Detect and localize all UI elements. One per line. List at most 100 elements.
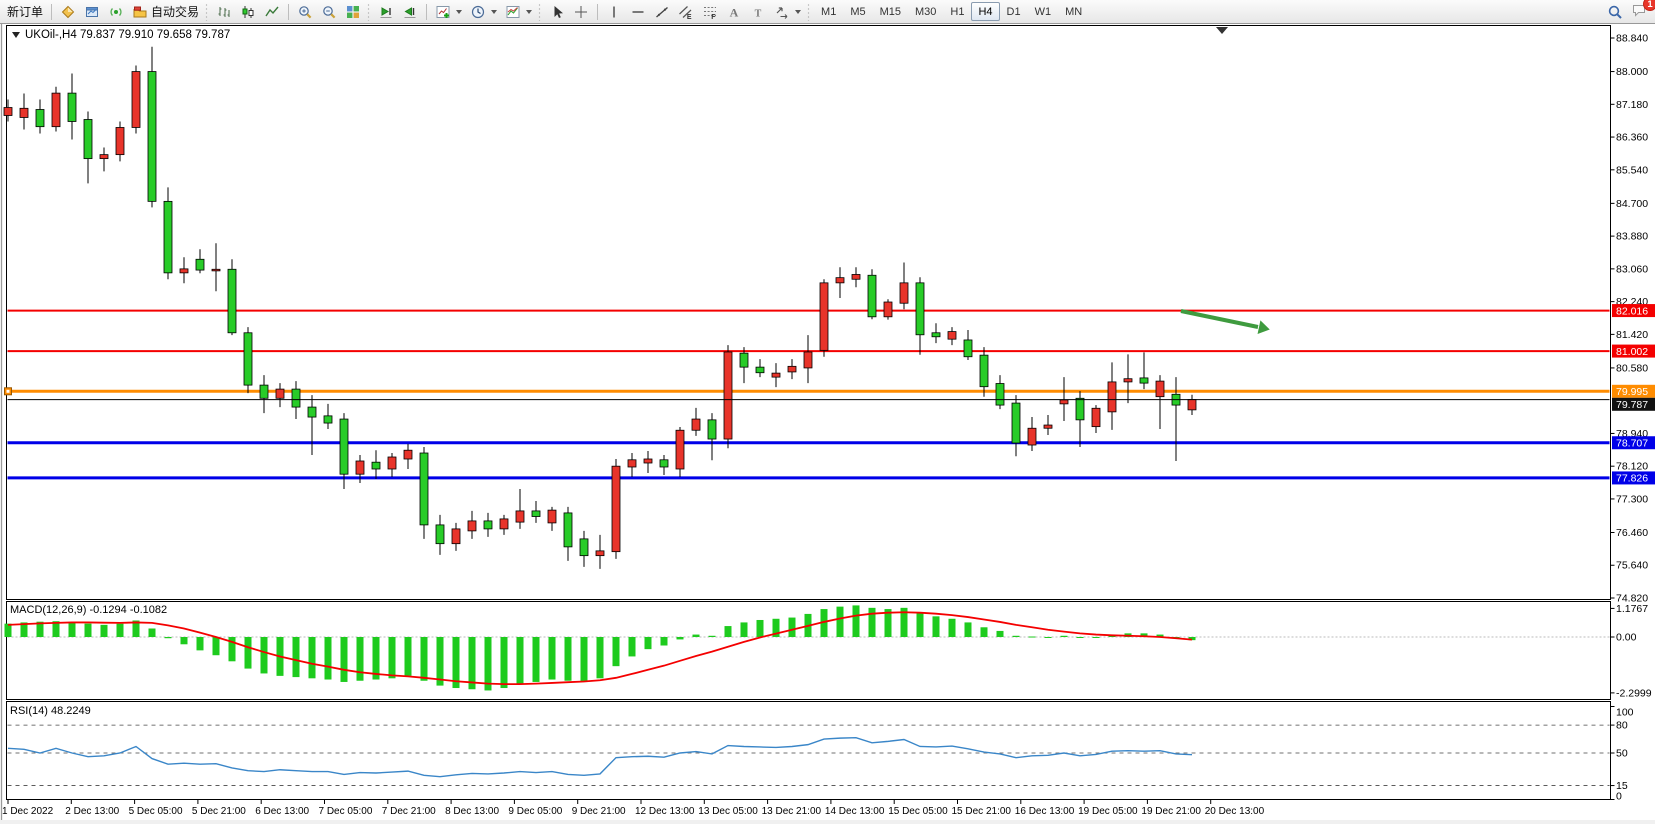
templates-button[interactable] [501,2,536,22]
rsi-axis-label: 100 [1616,707,1634,719]
zoom-in-button[interactable] [293,2,317,22]
templates-icon [506,5,520,18]
trend-arrow-annotation[interactable] [1180,309,1270,335]
candle-down [739,352,749,368]
toolbar-separator [205,2,209,21]
candle-up [515,510,525,523]
macd-indicator-label: MACD(12,26,9) -0.1294 -0.1082 [10,604,168,616]
fibonacci-icon: F [704,6,716,20]
dropdown-caret-icon[interactable] [491,9,498,14]
timeframe-h1-button[interactable]: H1 [943,2,971,21]
auto-trading-button[interactable]: 自动交易 [128,2,203,22]
svg-text:6 Dec 13:00: 6 Dec 13:00 [255,806,309,817]
tile-windows-button[interactable] [341,2,365,22]
candle-down [915,282,925,336]
text-button[interactable]: A [722,2,746,22]
rsi-axis-label: 0 [1616,791,1622,803]
line-chart-button[interactable] [260,2,284,22]
candle-up [691,418,701,431]
candle-down [35,109,45,128]
signals-button[interactable] [104,2,128,22]
candle-down [707,419,717,440]
equidistant-channel-button[interactable]: E [674,2,698,22]
candle-down [291,388,301,408]
tile-windows-icon [347,5,360,18]
periods-button[interactable] [466,2,501,22]
chart-shift-marker[interactable] [1216,27,1228,34]
svg-text:78.120: 78.120 [1616,461,1648,473]
horizontal-line-button[interactable] [626,2,650,22]
timeframe-d1-button[interactable]: D1 [1000,2,1028,21]
text-label-icon: T [755,8,762,19]
candle-up [1027,427,1037,446]
svg-text:19 Dec 21:00: 19 Dec 21:00 [1141,806,1201,817]
order-diamond-button[interactable] [56,2,80,22]
candle-down [83,119,93,160]
periods-icon [471,5,485,18]
chart-shift-button[interactable] [398,2,422,22]
svg-text:82.016: 82.016 [1616,305,1648,317]
order-diamond-icon [61,5,75,18]
dropdown-caret-icon[interactable] [526,9,533,14]
candle-up [611,465,621,553]
svg-text:5 Dec 21:00: 5 Dec 21:00 [192,806,246,817]
timeframe-m15-button[interactable]: M15 [873,2,908,21]
svg-text:80.580: 80.580 [1616,362,1648,374]
market-watch-button[interactable] [80,2,104,22]
market-watch-icon [86,6,99,17]
timeframe-mn-button[interactable]: MN [1058,2,1089,21]
text-label-button[interactable]: T [746,2,770,22]
candle-down [563,512,573,548]
dropdown-caret-icon[interactable] [795,9,802,14]
candle-down [67,92,77,122]
timeframe-m5-button[interactable]: M5 [843,2,872,21]
timeframe-m30-button[interactable]: M30 [908,2,943,21]
arrows-tool-button[interactable] [770,2,805,22]
notification-badge: 1 [1643,0,1655,11]
candle-down [963,339,973,358]
auto-scroll-button[interactable] [374,2,398,22]
search-button[interactable] [1603,2,1627,22]
svg-text:75.640: 75.640 [1616,560,1648,572]
candle-down [419,452,429,526]
zoom-out-button[interactable] [317,2,341,22]
candle-up [3,107,13,116]
timeframe-m1-button[interactable]: M1 [814,2,843,21]
indicators-button[interactable] [431,2,466,22]
candle-up [51,92,61,128]
price-label-81.002: 81.002 [1612,344,1655,358]
candle-down [323,415,333,424]
candle-up [403,449,413,460]
candle-up [595,550,605,557]
crosshair-icon [575,5,588,18]
timeframe-h4-button[interactable]: H4 [971,2,1000,21]
dropdown-caret-icon[interactable] [456,9,463,14]
vertical-line-button[interactable] [602,2,626,22]
svg-text:12 Dec 13:00: 12 Dec 13:00 [635,806,695,817]
candle-down [227,268,237,334]
trend-line-button[interactable] [650,2,674,22]
timeframe-w1-button[interactable]: W1 [1028,2,1059,21]
new-order-button[interactable]: 新订单 [3,2,47,22]
chart-shift-icon [404,6,416,18]
candle-up [787,365,797,373]
new-order-label: 新订单 [7,5,44,19]
candle-up [499,518,509,530]
trend-line-icon [656,6,668,18]
bar-chart-button[interactable] [212,2,236,22]
fibonacci-button[interactable]: F [698,2,722,22]
crosshair-button[interactable] [569,2,593,22]
candle-down [339,418,349,475]
candle-chart-button[interactable] [236,2,260,22]
candle-down [659,459,669,468]
svg-text:84.700: 84.700 [1616,198,1648,210]
candle-up [1123,378,1133,383]
candle-up [851,274,861,280]
svg-text:9 Dec 21:00: 9 Dec 21:00 [572,806,626,817]
auto-scroll-icon [380,6,392,18]
candle-up [211,268,221,272]
symbol-dropdown-icon[interactable] [12,32,20,38]
cursor-button[interactable] [545,2,569,22]
candle-up [627,459,637,468]
